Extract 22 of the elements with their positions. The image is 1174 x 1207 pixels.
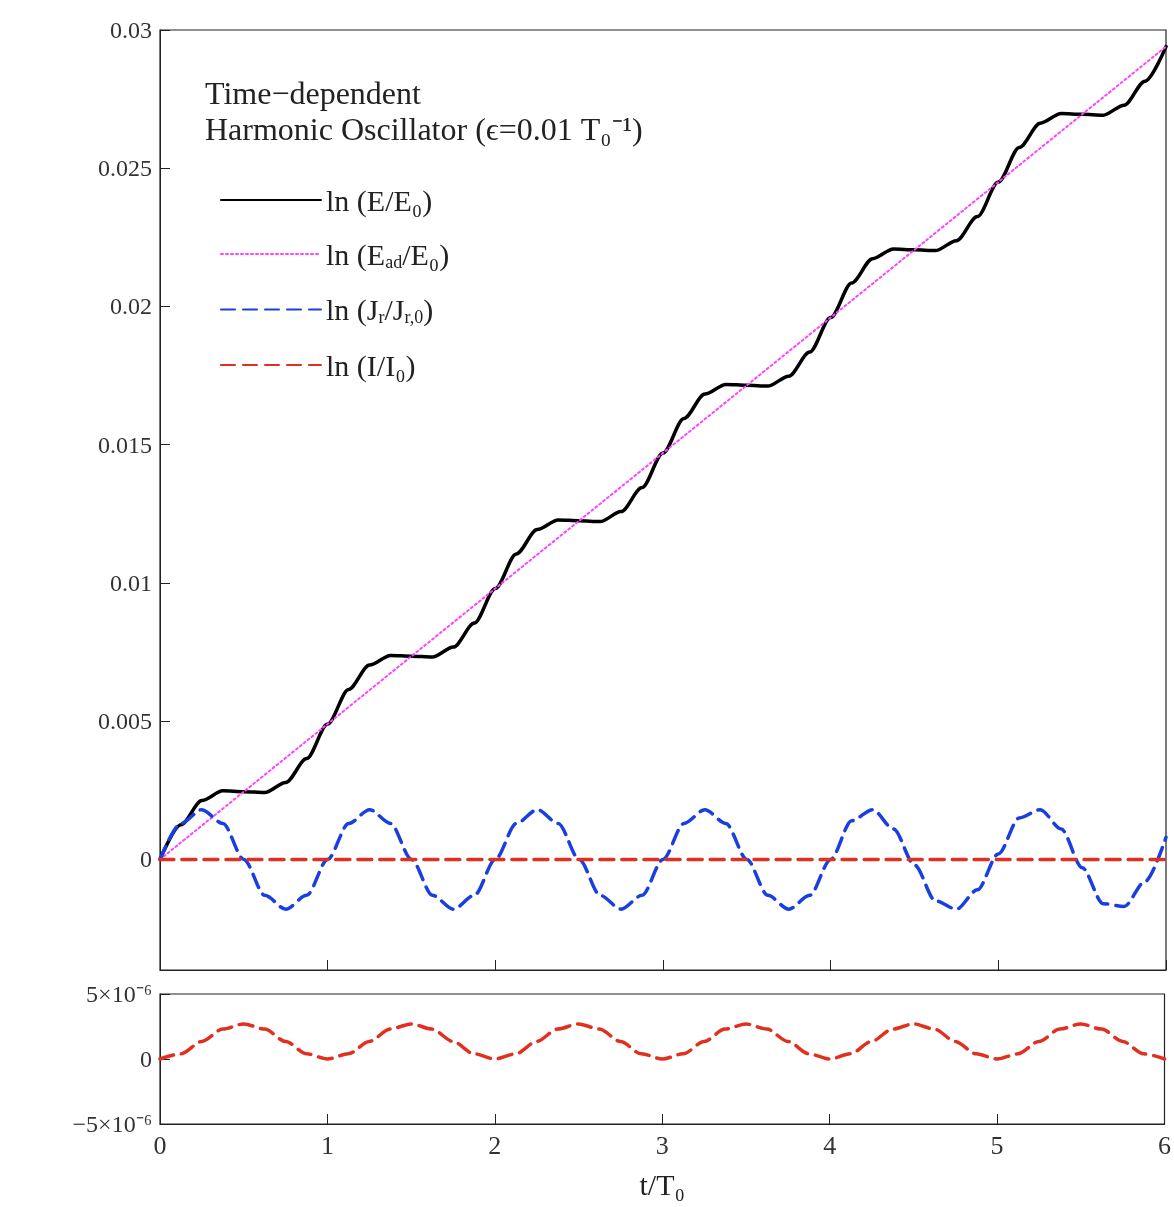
- x-tick-label: 5: [990, 1130, 1004, 1160]
- y-tick-label: 0.025: [98, 155, 152, 182]
- x-tick-label: 4: [823, 1130, 837, 1160]
- x-tick-label: 6: [1158, 1130, 1171, 1160]
- legend-label: ln (I/I₀): [326, 348, 416, 383]
- line-series: [158, 1022, 1167, 1061]
- y-tick-label: 0: [140, 1046, 152, 1072]
- legend-label: ln (E/E₀): [326, 183, 433, 218]
- x-tick-label: 2: [488, 1130, 502, 1160]
- x-tick-label: 3: [655, 1130, 669, 1160]
- x-axis-title: t/T₀: [639, 1167, 685, 1201]
- text: Time−dependent Harmonic Oscillator (ϵ=0.01 T₀⁻¹): [205, 75, 643, 147]
- y-tick-label: 0.02: [110, 293, 152, 320]
- y-tick-label: 0.015: [98, 431, 152, 458]
- y-tick-label: 5×10⁻⁶: [86, 981, 152, 1007]
- x-tick-label: 1: [320, 1130, 334, 1160]
- y-tick-label: 0.03: [110, 17, 152, 43]
- y-tick-label: 0.005: [98, 708, 152, 735]
- y-tick-label: −5×10⁻⁶: [72, 1111, 152, 1137]
- y-tick-label: 0.01: [110, 569, 152, 596]
- y-tick-label: 0: [140, 846, 152, 873]
- line-series: [158, 807, 1168, 911]
